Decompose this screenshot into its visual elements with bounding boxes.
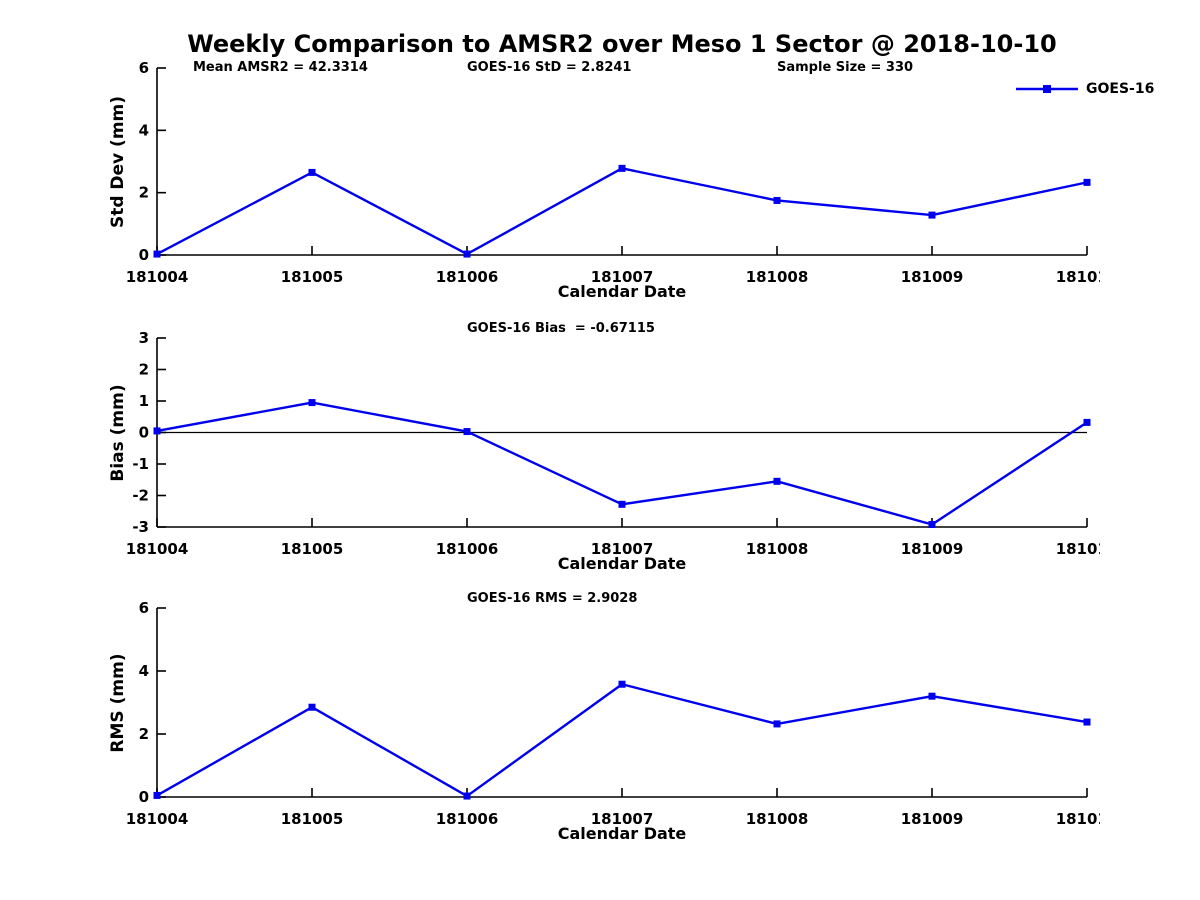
data-point-marker (773, 720, 781, 728)
annotation-goes16-std: GOES-16 StD = 2.8241 (467, 60, 632, 75)
x-tick-label: 181010 (1056, 268, 1100, 286)
legend-sample-line (1016, 85, 1078, 93)
y-tick-label: 3 (139, 329, 149, 347)
data-point-marker (463, 250, 471, 258)
x-tick-label: 181009 (901, 268, 964, 286)
x-tick-label: 181007 (591, 540, 654, 558)
x-tick-label: 181009 (901, 810, 964, 828)
x-tick-label: 181007 (591, 810, 654, 828)
x-tick-label: 181008 (746, 268, 809, 286)
x-tick-label: 181010 (1056, 540, 1100, 558)
x-tick-label: 181010 (1056, 810, 1100, 828)
series-line (155, 683, 1089, 798)
y-tick-label: 0 (139, 424, 149, 442)
data-point-marker (463, 428, 471, 436)
y-tick-label: 0 (139, 788, 149, 806)
y-tick-label: 1 (139, 392, 149, 410)
data-point-marker (618, 680, 626, 688)
x-tick-label: 181005 (281, 810, 344, 828)
data-point-marker (308, 399, 316, 407)
y-tick-label: 2 (139, 725, 149, 743)
data-point-marker (928, 692, 936, 700)
series-line (155, 167, 1089, 256)
legend-label: GOES-16 (1086, 81, 1155, 97)
data-point-marker (773, 477, 781, 485)
data-point-marker (928, 211, 936, 219)
rms-subtitle: GOES-16 RMS = 2.9028 (467, 591, 638, 606)
x-tick-label: 181006 (436, 268, 499, 286)
data-point-marker (153, 791, 161, 799)
x-tick-label: 181007 (591, 268, 654, 286)
y-tick-label: 2 (139, 184, 149, 202)
x-tick-label: 181004 (126, 540, 189, 558)
x-tick-label: 181004 (126, 810, 189, 828)
annotation-mean-amsr2: Mean AMSR2 = 42.3314 (193, 60, 368, 75)
data-point-marker (308, 703, 316, 711)
bias-plot-area: -3 -2 -1 0 1 2 3 181004 181005 181006 181007 181008… (126, 329, 1100, 558)
data-point-marker (153, 250, 161, 258)
x-tick-label: 181008 (746, 810, 809, 828)
y-tick-label: 6 (139, 59, 149, 77)
data-point-marker (1083, 718, 1091, 726)
stddev-plot-area: 0 2 4 6 181004 181005 181006 181007 181008 181009… (126, 59, 1100, 286)
data-point-marker (308, 168, 316, 176)
stddev-x-axis-label: Calendar Date (557, 282, 687, 301)
data-point-marker (463, 792, 471, 800)
legend-marker-icon (1043, 85, 1051, 93)
annotation-sample-size: Sample Size = 330 (777, 60, 914, 75)
data-point-marker (1083, 178, 1091, 186)
x-tick-label: 181006 (436, 540, 499, 558)
data-point-marker (618, 500, 626, 508)
data-point-marker (618, 164, 626, 172)
y-tick-label: 0 (139, 246, 149, 264)
y-tick-label: 4 (139, 121, 149, 139)
y-tick-label: -1 (132, 455, 149, 473)
y-tick-label: 4 (139, 662, 149, 680)
x-tick-label: 181005 (281, 268, 344, 286)
x-tick-label: 181009 (901, 540, 964, 558)
data-point-marker (928, 520, 936, 528)
rms-x-axis-label: Calendar Date (557, 824, 687, 843)
figure-title: Weekly Comparison to AMSR2 over Meso 1 S… (187, 30, 1057, 58)
data-point-marker (1083, 418, 1091, 426)
x-tick-label: 181005 (281, 540, 344, 558)
data-point-marker (153, 427, 161, 435)
y-tick-label: -3 (132, 518, 149, 536)
bias-x-axis-label: Calendar Date (557, 554, 687, 573)
data-point-marker (773, 196, 781, 204)
x-tick-label: 181006 (436, 810, 499, 828)
x-tick-label: 181008 (746, 540, 809, 558)
y-tick-label: 2 (139, 361, 149, 379)
rms-plot-area: 0 2 4 6 181004 181005 181006 181007 181008 181009… (126, 599, 1100, 828)
y-tick-label: 6 (139, 599, 149, 617)
x-tick-label: 181004 (126, 268, 189, 286)
y-tick-label: -2 (132, 487, 149, 505)
bias-subtitle: GOES-16 Bias = -0.67115 (467, 321, 655, 336)
